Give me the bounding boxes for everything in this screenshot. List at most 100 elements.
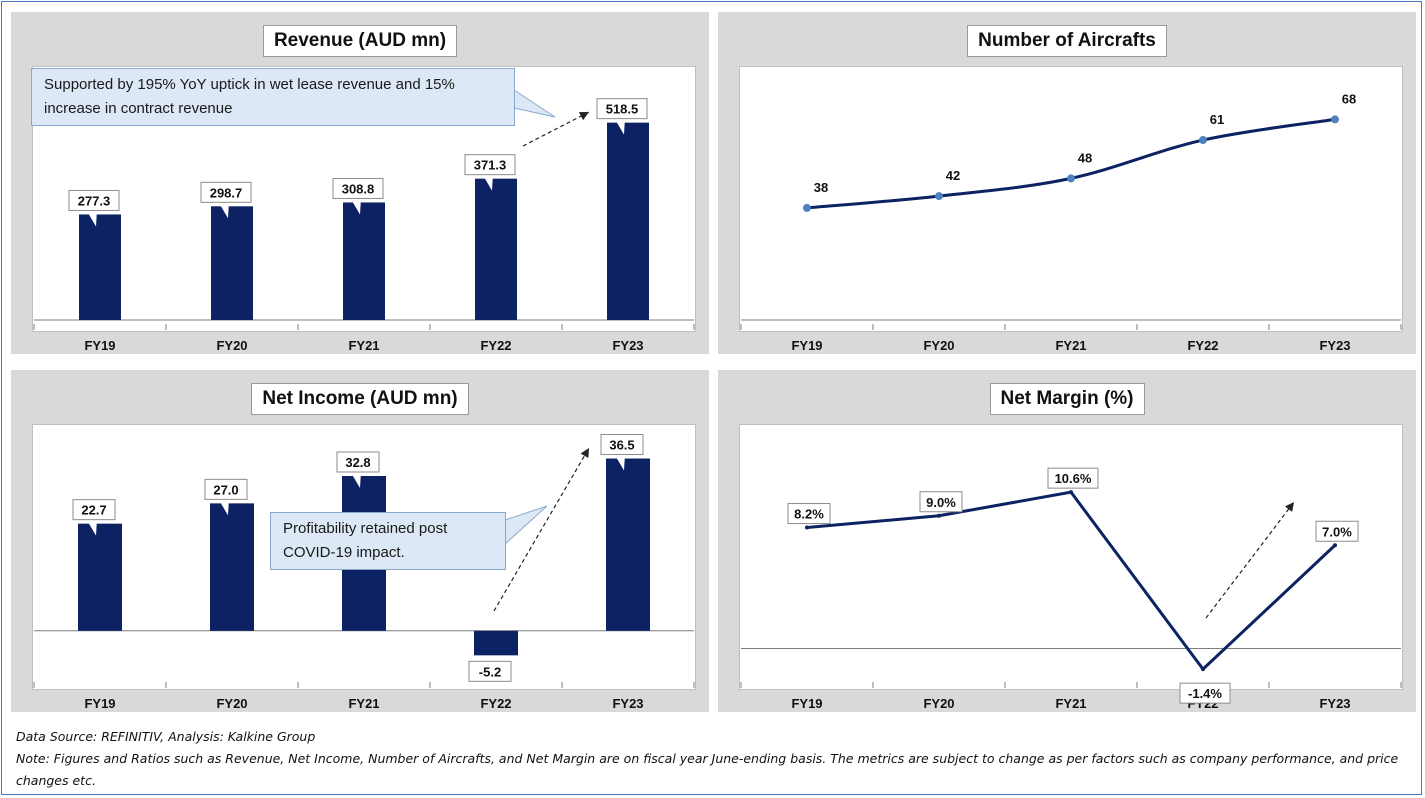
data-point-fy23: [1331, 115, 1339, 124]
bar-fy22: [475, 178, 517, 320]
net-margin-chart: FY19FY20FY21FY22FY238.2%9.0%10.6%-1.4%7.…: [740, 467, 1402, 711]
data-label-fy22: -1.4%: [1179, 682, 1231, 704]
disclaimer-note: Note: Figures and Ratios such as Revenue…: [16, 751, 1399, 788]
svg-text:22.7: 22.7: [81, 503, 106, 518]
aircraft-plot-area: [739, 66, 1403, 332]
revenue-chart-title: Revenue (AUD mn): [262, 25, 458, 57]
data-source-note: Data Source: REFINITIV, Analysis: Kalkin…: [16, 729, 316, 744]
x-tick-label-fy20: FY20: [923, 338, 954, 353]
data-point-fy19: [805, 525, 809, 530]
revenue-chart: FY19 FY20 FY21 FY22 FY23 277.3 298.7 308.8 371.3…: [33, 89, 695, 353]
net-margin-trend-arrow-head: [1284, 502, 1294, 512]
bar-fy20: [211, 206, 253, 320]
data-point-fy22: [1199, 136, 1207, 145]
series-line: [806, 117, 1336, 210]
data-label-fy19: 277.3: [68, 189, 120, 227]
data-label-fy20: 9.0%: [919, 491, 963, 513]
x-tick-label-fy21: FY21: [1055, 696, 1086, 711]
aircraft-chart-title: Number of Aircrafts: [967, 25, 1167, 57]
x-tick-label-fy21: FY21: [348, 696, 379, 711]
x-tick-label-fy22: FY22: [480, 338, 511, 353]
svg-text:308.8: 308.8: [342, 181, 375, 196]
data-label-fy22: 371.3: [464, 154, 516, 191]
x-tick-label-fy19: FY19: [84, 338, 115, 353]
svg-text:277.3: 277.3: [78, 193, 111, 208]
x-tick-label-fy22: FY22: [1187, 338, 1218, 353]
svg-text:9.0%: 9.0%: [926, 495, 956, 510]
data-label-fy21: 308.8: [332, 177, 384, 215]
revenue-callout: Supported by 195% YoY uptick in wet leas…: [31, 68, 515, 126]
x-tick-label-fy21: FY21: [1055, 338, 1086, 353]
data-point-fy23: [1333, 543, 1337, 548]
x-tick-label-fy21: FY21: [348, 338, 379, 353]
bar-fy21: [343, 202, 385, 320]
series-line: [806, 490, 1337, 672]
net-margin-trend-arrow: [1205, 501, 1295, 619]
data-label-fy19: 38: [814, 180, 828, 195]
net-margin-panel: FY19FY20FY21FY22FY238.2%9.0%10.6%-1.4%7.…: [718, 370, 1416, 712]
data-point-fy21: [1069, 490, 1073, 495]
data-label-fy22: -5.2: [468, 660, 512, 682]
data-label-fy19: 22.7: [72, 499, 116, 536]
data-point-fy20: [935, 192, 943, 201]
data-point-fy19: [803, 203, 811, 212]
data-point-fy21: [1067, 174, 1075, 183]
data-label-fy21: 48: [1078, 150, 1092, 165]
svg-text:-1.4%: -1.4%: [1188, 686, 1222, 701]
svg-text:8.2%: 8.2%: [794, 507, 824, 522]
bar-fy19: [78, 523, 122, 631]
svg-text:7.0%: 7.0%: [1322, 524, 1352, 539]
net-income-trend-arrow: [493, 447, 590, 612]
data-label-fy23: 518.5: [596, 98, 648, 135]
x-tick-label-fy23: FY23: [1319, 696, 1350, 711]
data-label-fy21: 32.8: [336, 451, 380, 488]
svg-text:10.6%: 10.6%: [1055, 471, 1092, 486]
data-label-fy20: 42: [946, 168, 960, 183]
svg-text:27.0: 27.0: [213, 482, 238, 497]
net-income-callout-pointer: [504, 505, 548, 546]
bar-fy23: [607, 122, 649, 320]
x-tick-label-fy23: FY23: [612, 338, 643, 353]
svg-text:-5.2: -5.2: [479, 664, 501, 679]
net-margin-chart-title: Net Margin (%): [989, 383, 1145, 415]
aircraft-chart: FY19 FY20 FY21 FY22 FY23 38 42 48 61 68: [740, 91, 1402, 353]
svg-text:518.5: 518.5: [606, 102, 639, 117]
net-income-chart-title: Net Income (AUD mn): [251, 383, 469, 415]
aircraft-panel: FY19 FY20 FY21 FY22 FY23 38 42 48 61 68 Number of…: [718, 12, 1416, 354]
bar-fy20: [210, 503, 254, 631]
svg-text:32.8: 32.8: [345, 455, 370, 470]
data-label-fy20: 298.7: [200, 181, 252, 219]
svg-text:371.3: 371.3: [474, 158, 507, 173]
net-income-panel: FY19 FY20 FY21 FY22 FY23 22.7 27.0 32.8 -5.2 36.5…: [11, 370, 709, 712]
x-tick-label-fy19: FY19: [84, 696, 115, 711]
svg-text:36.5: 36.5: [609, 438, 634, 453]
x-tick-label-fy23: FY23: [612, 696, 643, 711]
data-label-fy22: 61: [1210, 112, 1224, 127]
svg-text:298.7: 298.7: [210, 185, 243, 200]
revenue-trend-arrow-head: [578, 112, 589, 121]
revenue-trend-arrow: [522, 111, 590, 147]
x-tick-label-fy20: FY20: [923, 696, 954, 711]
footer: Data Source: REFINITIV, Analysis: Kalkin…: [16, 726, 1411, 792]
net-income-trend-arrow-head: [580, 448, 589, 459]
data-label-fy23: 36.5: [600, 434, 644, 471]
data-label-fy21: 10.6%: [1047, 467, 1099, 489]
revenue-panel: FY19 FY20 FY21 FY22 FY23 277.3 298.7 308.8 371.3…: [11, 12, 709, 354]
x-tick-label-fy22: FY22: [480, 696, 511, 711]
bar-fy22: [474, 630, 518, 656]
data-label-fy23: 7.0%: [1315, 520, 1359, 542]
x-tick-label-fy20: FY20: [216, 696, 247, 711]
x-tick-label-fy20: FY20: [216, 338, 247, 353]
data-label-fy19: 8.2%: [787, 503, 831, 525]
x-tick-label-fy23: FY23: [1319, 338, 1350, 353]
data-label-fy20: 27.0: [204, 478, 248, 516]
data-point-fy20: [937, 513, 941, 518]
data-label-fy23: 68: [1342, 91, 1356, 106]
bar-fy19: [79, 214, 121, 320]
x-tick-label-fy19: FY19: [791, 338, 822, 353]
bar-fy23: [606, 458, 650, 631]
data-point-fy22: [1201, 667, 1205, 672]
x-tick-label-fy19: FY19: [791, 696, 822, 711]
net-income-callout: Profitability retained post COVID-19 imp…: [270, 512, 506, 570]
